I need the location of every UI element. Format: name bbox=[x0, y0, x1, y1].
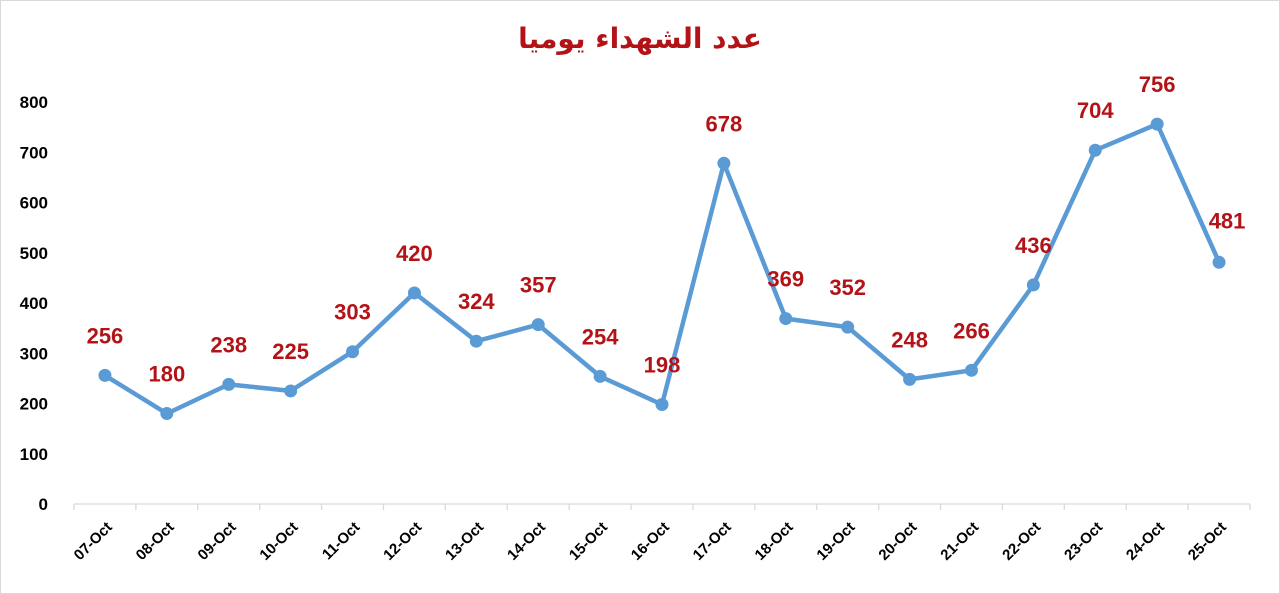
data-labels: 256 180 238 225 303 420 324 357 254 198 678 369 352 2… bbox=[87, 72, 1246, 386]
data-point bbox=[531, 318, 545, 332]
x-tick-label: 10-Oct bbox=[256, 519, 301, 564]
x-tick-label: 20-Oct bbox=[875, 519, 920, 564]
data-point bbox=[407, 286, 421, 300]
x-tick-label: 22-Oct bbox=[999, 519, 1044, 564]
data-label: 704 bbox=[1077, 98, 1114, 123]
data-point bbox=[284, 384, 298, 398]
x-tick-label: 15-Oct bbox=[566, 519, 611, 564]
x-tick-label: 08-Oct bbox=[133, 519, 178, 564]
y-tick-label: 600 bbox=[20, 194, 48, 213]
data-label: 256 bbox=[87, 323, 124, 348]
chart-title: عدد الشهداء يوميا bbox=[518, 22, 762, 55]
data-label: 357 bbox=[520, 273, 557, 298]
data-point bbox=[222, 377, 236, 391]
x-tick-label: 23-Oct bbox=[1061, 519, 1106, 564]
data-label: 756 bbox=[1139, 72, 1176, 97]
data-point bbox=[469, 334, 483, 348]
data-point bbox=[1212, 255, 1226, 269]
x-tick-label: 14-Oct bbox=[504, 519, 549, 564]
data-point bbox=[655, 398, 669, 412]
data-point bbox=[1026, 278, 1040, 292]
data-point bbox=[1150, 117, 1164, 131]
data-point bbox=[1088, 143, 1102, 157]
data-point bbox=[964, 363, 978, 377]
data-point bbox=[841, 320, 855, 334]
data-label: 324 bbox=[458, 289, 495, 314]
data-point bbox=[98, 368, 112, 382]
x-axis: 07-Oct 08-Oct 09-Oct 10-Oct 11-Oct 12-Oct 13-O… bbox=[71, 503, 1251, 564]
y-tick-label: 300 bbox=[20, 344, 48, 363]
data-label: 198 bbox=[644, 353, 681, 378]
x-tick-label: 25-Oct bbox=[1185, 519, 1230, 564]
data-label: 436 bbox=[1015, 233, 1052, 258]
data-point bbox=[593, 369, 607, 383]
data-label: 266 bbox=[953, 318, 990, 343]
x-tick-label: 13-Oct bbox=[442, 519, 487, 564]
y-tick-label: 800 bbox=[20, 93, 48, 112]
x-tick-label: 17-Oct bbox=[690, 519, 735, 564]
x-tick-label: 21-Oct bbox=[937, 519, 982, 564]
y-tick-label: 700 bbox=[20, 143, 48, 162]
data-point bbox=[717, 156, 731, 170]
y-tick-label: 500 bbox=[20, 244, 48, 263]
y-tick-label: 100 bbox=[20, 445, 48, 464]
data-point bbox=[779, 312, 793, 326]
x-tick-label: 16-Oct bbox=[628, 519, 673, 564]
data-point bbox=[903, 372, 917, 386]
y-tick-label: 400 bbox=[20, 294, 48, 313]
y-tick-label: 0 bbox=[39, 495, 48, 514]
data-label: 303 bbox=[334, 300, 371, 325]
data-label: 678 bbox=[706, 111, 743, 136]
x-tick-label: 24-Oct bbox=[1123, 519, 1168, 564]
y-axis: 0 100 200 300 400 500 600 700 800 bbox=[20, 93, 48, 514]
x-tick-label: 11-Oct bbox=[319, 519, 363, 563]
data-label: 180 bbox=[148, 362, 185, 387]
x-tick-label: 19-Oct bbox=[813, 519, 858, 564]
data-label: 254 bbox=[582, 324, 619, 349]
y-tick-label: 200 bbox=[20, 395, 48, 414]
x-tick-label: 12-Oct bbox=[380, 519, 425, 564]
x-tick-label: 07-Oct bbox=[71, 519, 116, 564]
data-label: 481 bbox=[1209, 208, 1246, 233]
data-label: 352 bbox=[829, 275, 866, 300]
data-point bbox=[346, 345, 360, 359]
x-tick-label: 09-Oct bbox=[195, 519, 240, 564]
data-label: 238 bbox=[210, 332, 247, 357]
data-points bbox=[98, 117, 1226, 421]
data-label: 248 bbox=[891, 327, 928, 352]
data-label: 225 bbox=[272, 339, 309, 364]
data-label: 420 bbox=[396, 241, 433, 266]
data-label: 369 bbox=[767, 267, 804, 292]
data-point bbox=[160, 407, 174, 421]
x-tick-label: 18-Oct bbox=[752, 519, 797, 564]
